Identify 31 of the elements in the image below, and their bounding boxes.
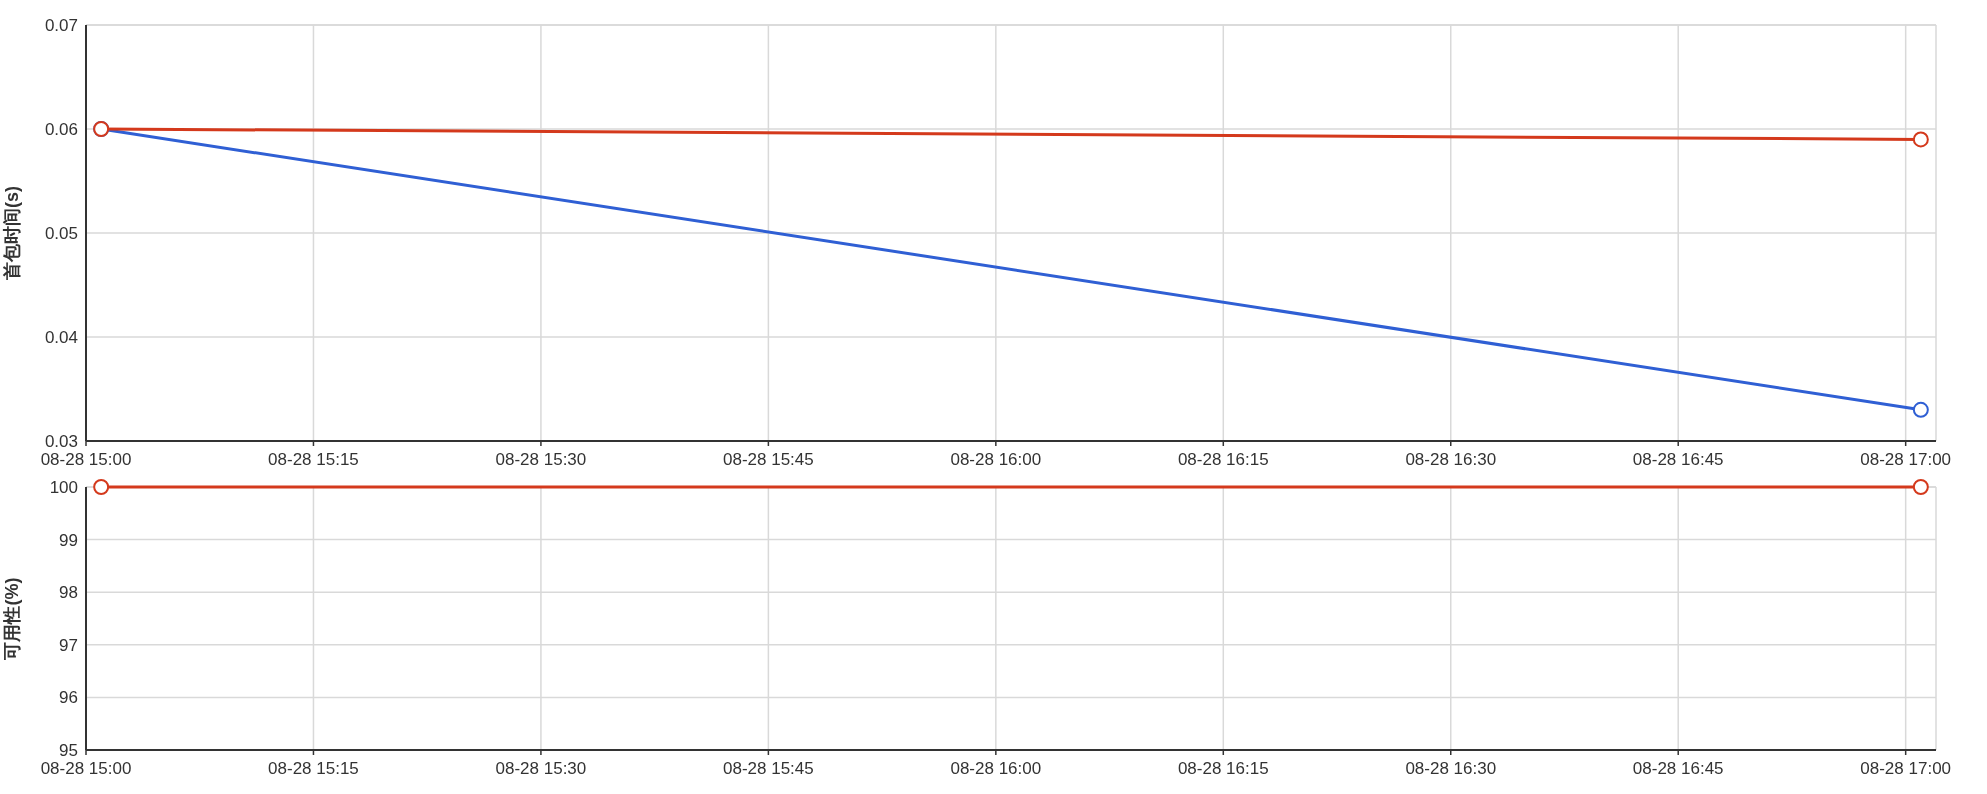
x-tick-label: 08-28 15:00 <box>40 759 132 778</box>
y-tick-label: 99 <box>59 530 78 550</box>
y-tick-label: 97 <box>59 635 78 655</box>
x-tick-label: 08-28 15:45 <box>723 450 814 469</box>
x-tick-label: 08-28 16:15 <box>1177 759 1269 778</box>
y-tick-label: 0.04 <box>44 328 78 347</box>
y-tick-label: 0.05 <box>44 224 78 243</box>
x-tick-label: 08-28 15:00 <box>40 450 132 469</box>
x-tick-label: 08-28 17:00 <box>1860 450 1952 469</box>
y-tick-label: 0.07 <box>44 16 78 35</box>
x-tick-label: 08-28 16:15 <box>1177 450 1269 469</box>
x-tick-label: 08-28 16:30 <box>1405 759 1497 778</box>
y-tick-label: 96 <box>59 688 78 708</box>
y-axis-title: 首包时间(s) <box>2 186 22 281</box>
y-tick-label: 98 <box>59 583 78 603</box>
x-tick-label: 08-28 15:30 <box>495 450 587 469</box>
x-tick-label: 08-28 15:15 <box>268 759 359 778</box>
x-tick-label: 08-28 15:45 <box>723 759 814 778</box>
x-tick-label: 08-28 15:30 <box>495 759 587 778</box>
x-tick-label: 08-28 16:30 <box>1405 450 1497 469</box>
y-axis-title: 可用性(%) <box>2 577 22 661</box>
y-tick-label: 0.06 <box>44 120 78 139</box>
y-tick-label: 0.03 <box>44 432 78 451</box>
x-tick-label: 08-28 15:15 <box>268 450 359 469</box>
x-tick-label: 08-28 16:00 <box>950 450 1042 469</box>
y-tick-label: 95 <box>59 741 78 760</box>
x-tick-label: 08-28 17:00 <box>1860 759 1952 778</box>
x-tick-label: 08-28 16:00 <box>950 759 1042 778</box>
x-tick-label: 08-28 16:45 <box>1632 759 1724 778</box>
x-tick-label: 08-28 16:45 <box>1632 450 1724 469</box>
y-tick-label: 100 <box>49 478 78 497</box>
